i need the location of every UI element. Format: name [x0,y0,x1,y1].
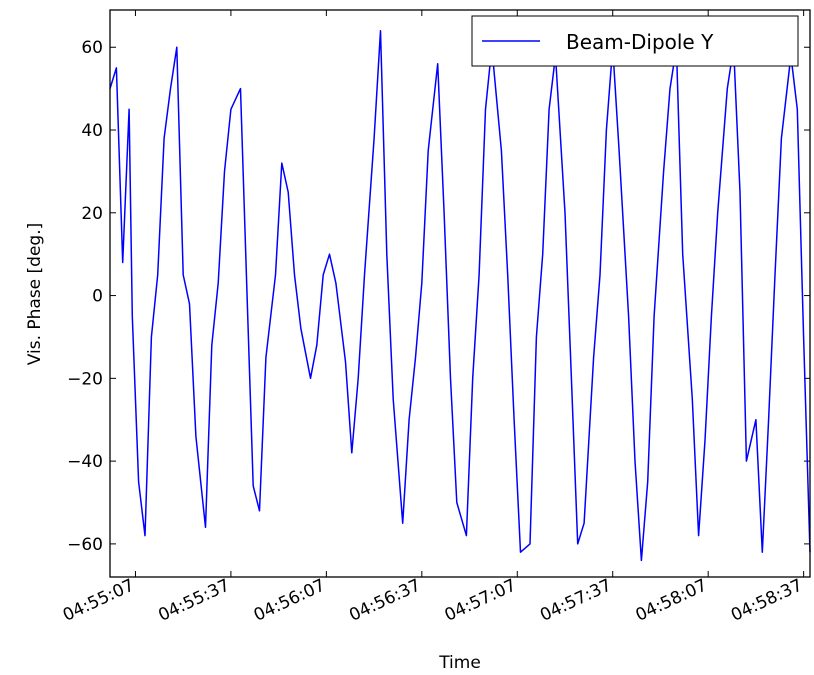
legend-label: Beam-Dipole Y [566,30,714,54]
y-tick-label: −60 [67,535,103,555]
x-tick-label: 04:57:37 [537,575,615,625]
x-tick-label: 04:57:07 [442,575,520,625]
legend: Beam-Dipole Y [471,15,799,67]
plot-area [110,10,810,577]
y-tick-label: 20 [81,204,103,224]
y-axis-title: Vis. Phase [deg.] [25,223,45,366]
x-tick-label: 04:56:07 [251,575,329,625]
series-line [109,29,811,562]
x-tick-label: 04:55:07 [60,575,138,625]
y-tick-label: 0 [92,287,103,307]
plot-frame [109,9,811,578]
y-tick-label: 60 [81,38,103,58]
x-tick-label: 04:55:37 [155,575,233,625]
y-tick-label: 40 [81,121,103,141]
x-tick-label: 04:58:07 [633,575,711,625]
x-tick-label: 04:58:37 [728,575,806,625]
x-tick-label: 04:56:37 [346,575,424,625]
x-axis-title: Time [438,653,481,673]
y-tick-label: −40 [67,452,103,472]
y-tick-label: −20 [67,369,103,389]
